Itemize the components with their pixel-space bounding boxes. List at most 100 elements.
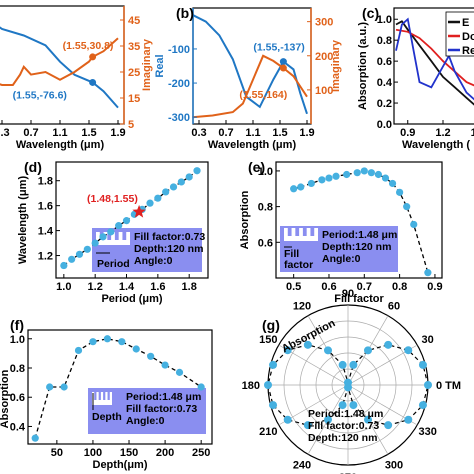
inset-grating-e-tooth bbox=[291, 228, 296, 236]
polar-inset-line: Depth:120 nm bbox=[308, 432, 377, 444]
tick-label-e-y: 0.6 bbox=[258, 237, 273, 249]
x-axis-label-a: Wavelength (μm) bbox=[16, 139, 105, 151]
tick-label-f-y: 0.4 bbox=[10, 421, 26, 433]
inset-grating-d-base bbox=[96, 240, 130, 245]
data-point-e bbox=[307, 179, 315, 188]
inset-grating-e-base bbox=[284, 236, 318, 241]
data-point-e bbox=[403, 203, 411, 211]
tick-label-d-x: 1.4 bbox=[119, 281, 135, 293]
tick-label-a-yr: 5 bbox=[128, 119, 134, 131]
data-point-d bbox=[185, 173, 193, 181]
inset-grating-d-tooth bbox=[118, 232, 123, 240]
tick-label-f-x: 150 bbox=[120, 447, 138, 459]
tick-label-c-x: 1.2 bbox=[435, 127, 450, 139]
annotation-b-imag: (1.55,164) bbox=[239, 89, 287, 101]
polar-angle-label: 270 bbox=[339, 472, 357, 474]
panel-label-f: (f) bbox=[10, 317, 24, 333]
tick-label-b-yl: -100 bbox=[168, 44, 190, 56]
data-point-f bbox=[161, 361, 169, 369]
inset-line-f: Period:1.48 μm bbox=[126, 391, 201, 403]
inset-line-e: Depth:120 nm bbox=[322, 241, 391, 253]
tick-label-b-x: 1.1 bbox=[245, 127, 260, 139]
axes-frame-d bbox=[55, 161, 209, 279]
data-point-d bbox=[99, 233, 107, 241]
series-line-c-2 bbox=[395, 17, 474, 101]
data-point-d bbox=[169, 183, 178, 191]
inset-grating-f-base bbox=[92, 400, 112, 405]
panel-a: (1.55,30.8) (1.55,-76.6) 0.3 0.7 1.1 1.5 1.95 1… bbox=[0, 5, 153, 151]
tick-label-e-x: 0.9 bbox=[427, 281, 442, 293]
axes-frame-a bbox=[0, 5, 125, 125]
data-point-f bbox=[175, 368, 184, 376]
inset-line-e: Angle:0 bbox=[322, 253, 361, 265]
tick-label-b-x: 0.7 bbox=[218, 127, 233, 139]
data-point-e bbox=[424, 269, 432, 277]
data-point-e bbox=[367, 169, 375, 177]
tick-label-a-x: 1.1 bbox=[52, 127, 67, 139]
data-point-d bbox=[83, 245, 91, 253]
polar-data-point bbox=[269, 360, 278, 369]
data-point-f bbox=[132, 345, 140, 353]
tick-label-a-yr: 35 bbox=[128, 41, 140, 53]
polar-angle-label: 330 bbox=[418, 426, 436, 438]
polar-data-point bbox=[364, 346, 372, 355]
inset-caption-d: Period bbox=[97, 258, 130, 270]
tick-label-e-y: 0.8 bbox=[258, 202, 273, 214]
legend-box-c bbox=[445, 11, 474, 57]
data-point-d bbox=[162, 188, 170, 196]
tick-label-e-x: 0.7 bbox=[357, 281, 372, 293]
inset-grating-d-tooth bbox=[126, 232, 130, 240]
inset-grating-f-tooth bbox=[100, 392, 104, 400]
data-point-d bbox=[146, 199, 154, 207]
inset-line-d: Fill factor:0.73 bbox=[134, 231, 205, 243]
inset-line-e: Period:1.48 μm bbox=[322, 229, 397, 241]
panel-label-d: (d) bbox=[24, 159, 42, 175]
tick-label-c-y: 0.0 bbox=[377, 119, 392, 131]
data-point-e bbox=[332, 172, 340, 180]
tick-label-c-x: 1.5 bbox=[471, 127, 474, 139]
polar-angle-label: 180 bbox=[242, 380, 260, 392]
polar-data-point bbox=[264, 381, 272, 389]
polar-data-point bbox=[283, 346, 292, 355]
data-point-f bbox=[46, 383, 54, 391]
tick-label-a-x: 0.7 bbox=[23, 127, 38, 139]
data-point-e bbox=[325, 174, 333, 182]
tick-label-a-yr: 15 bbox=[128, 93, 140, 105]
polar-data-point bbox=[338, 360, 347, 369]
polar-angle-label: 210 bbox=[259, 426, 277, 438]
data-point-d bbox=[122, 217, 131, 225]
tick-label-f-y: 0.8 bbox=[10, 363, 25, 375]
x-axis-label-c: Wavelength ( bbox=[402, 139, 470, 151]
polar-data-point bbox=[283, 415, 292, 424]
tick-label-a-x: 1.5 bbox=[81, 127, 96, 139]
polar-angle-label: 240 bbox=[293, 460, 311, 472]
polar-data-point bbox=[349, 360, 358, 369]
inset-grating-e-tooth bbox=[284, 228, 288, 236]
polar-data-point bbox=[418, 401, 427, 410]
data-point-d bbox=[177, 178, 185, 186]
inset-grating-d-tooth bbox=[111, 232, 115, 240]
panel-label-c: (c) bbox=[362, 5, 379, 21]
data-point-e bbox=[343, 170, 351, 179]
inset-grating-e-tooth bbox=[314, 228, 318, 236]
tick-label-d-x: 1.6 bbox=[150, 281, 165, 293]
annotation-a-imag: (1.55,30.8) bbox=[63, 40, 114, 52]
data-point-d bbox=[115, 222, 123, 230]
tick-label-d-x: 1.8 bbox=[182, 281, 197, 293]
tick-label-b-yl: -300 bbox=[168, 112, 190, 124]
x-axis-label-b: Wavelength (μm) bbox=[208, 139, 297, 151]
panel-c: 0.9 1.2 1.5 0.0 0.2 0.4 0.6 0.8 1.0 E Do Re Waveleng… bbox=[357, 5, 474, 151]
inset-caption-f: Depth bbox=[92, 411, 122, 423]
x-axis-label-f: Depth(μm) bbox=[93, 459, 148, 471]
data-point-d bbox=[91, 239, 99, 247]
polar-data-point bbox=[303, 421, 312, 430]
series-line-b-0 bbox=[191, 13, 308, 115]
legend-label-c: Do bbox=[462, 31, 474, 43]
polar-inset-line: Period:1.48 μm bbox=[308, 408, 383, 420]
polar-data-point bbox=[384, 340, 393, 349]
polar-angle-label: 300 bbox=[385, 460, 403, 472]
data-point-d bbox=[75, 250, 84, 258]
tick-label-f-x: 50 bbox=[51, 447, 63, 459]
polar-data-point bbox=[303, 340, 312, 349]
